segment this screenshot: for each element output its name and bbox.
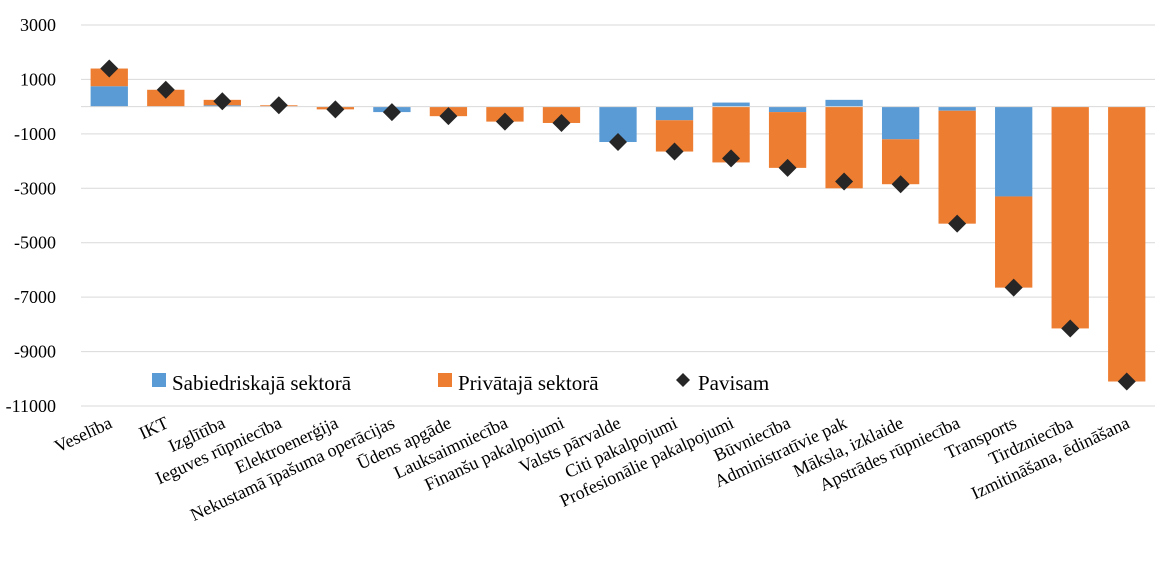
legend-swatch-public <box>152 373 166 387</box>
y-tick-label: -1000 <box>14 124 56 144</box>
y-tick-label: -3000 <box>14 178 56 198</box>
total-marker <box>778 158 797 177</box>
bar-segment <box>995 196 1033 288</box>
bar-segment <box>881 106 920 140</box>
total-marker <box>552 113 571 132</box>
bar-segment <box>938 110 976 224</box>
y-tick-label: 3000 <box>20 15 56 35</box>
bars <box>90 68 1146 382</box>
legend-swatch-private <box>438 373 452 387</box>
total-marker <box>156 80 175 99</box>
y-tick-label: -7000 <box>14 287 56 307</box>
total-markers <box>100 59 1136 391</box>
total-marker <box>835 172 854 191</box>
bar-segment <box>825 99 863 107</box>
bar-segment <box>90 86 128 107</box>
total-marker <box>1061 319 1080 338</box>
total-marker <box>269 96 288 115</box>
legend-label-public: Sabiedriskajā sektorā <box>172 371 352 395</box>
total-marker <box>382 103 401 122</box>
total-marker <box>439 107 458 126</box>
bar-segment <box>1051 106 1089 329</box>
y-tick-label: -9000 <box>14 342 56 362</box>
total-marker <box>100 59 119 78</box>
bar-segment <box>768 112 807 168</box>
legend-label-private: Privātajā sektorā <box>458 371 599 395</box>
legend-label-total: Pavisam <box>698 371 769 395</box>
y-tick-label: -11000 <box>6 396 56 416</box>
bar-segment <box>1108 106 1146 382</box>
total-marker <box>665 142 684 161</box>
legend-marker-total <box>676 373 690 387</box>
bar-segment <box>712 102 750 107</box>
y-axis-labels: 3000 1000 -1000 -3000 -5000 -7000 -9000 -11000 <box>6 15 56 416</box>
x-category-label: Veselība <box>51 412 115 456</box>
legend: Sabiedriskajā sektorā Privātajā sektorā … <box>152 371 769 395</box>
total-marker <box>326 100 345 119</box>
gridlines <box>81 24 1155 407</box>
bar-segment <box>995 106 1033 197</box>
total-marker <box>1117 372 1136 391</box>
bar-segment <box>655 106 694 121</box>
bar-segment <box>768 106 807 113</box>
y-tick-label: -5000 <box>14 233 56 253</box>
total-marker <box>213 92 232 111</box>
total-marker <box>722 149 741 168</box>
total-marker <box>948 214 967 233</box>
total-marker <box>891 175 910 194</box>
total-marker <box>1004 278 1023 297</box>
y-tick-label: 1000 <box>20 69 56 89</box>
total-marker <box>495 112 514 131</box>
total-marker <box>609 133 627 152</box>
bar-segment <box>938 106 976 111</box>
